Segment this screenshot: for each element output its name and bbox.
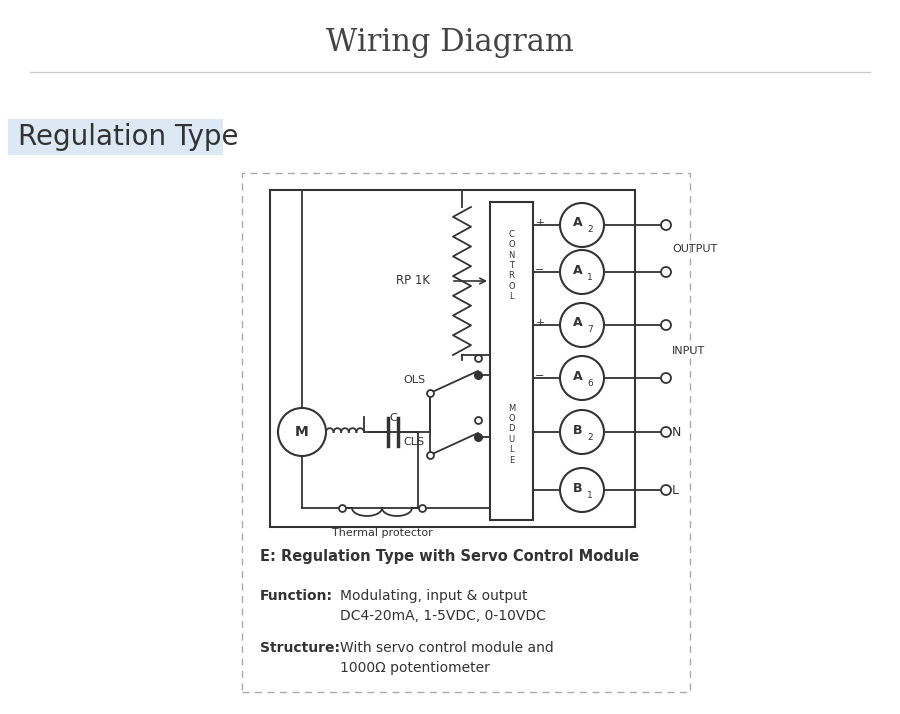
Text: CLS: CLS <box>404 437 425 447</box>
Text: INPUT: INPUT <box>672 346 706 356</box>
Text: Function:: Function: <box>260 589 333 603</box>
Bar <box>490 202 533 520</box>
Text: RP 1K: RP 1K <box>396 274 430 288</box>
Circle shape <box>560 356 604 400</box>
Text: 1: 1 <box>587 273 593 281</box>
Text: A: A <box>573 216 583 229</box>
Circle shape <box>661 373 671 383</box>
Text: N: N <box>672 426 681 438</box>
Text: A: A <box>573 370 583 383</box>
Text: M: M <box>295 425 309 439</box>
Text: 1000Ω potentiometer: 1000Ω potentiometer <box>340 661 490 675</box>
Circle shape <box>278 408 326 456</box>
Circle shape <box>661 220 671 230</box>
Text: 2: 2 <box>587 433 593 441</box>
Circle shape <box>560 468 604 512</box>
Text: With servo control module and: With servo control module and <box>340 641 554 655</box>
Text: 1: 1 <box>587 491 593 500</box>
Circle shape <box>661 320 671 330</box>
Text: +: + <box>536 318 544 328</box>
Text: Thermal protector: Thermal protector <box>331 528 432 538</box>
Text: +: + <box>536 218 544 228</box>
Circle shape <box>661 427 671 437</box>
Circle shape <box>661 267 671 277</box>
Bar <box>242 173 690 692</box>
Text: 7: 7 <box>587 326 593 334</box>
Circle shape <box>560 250 604 294</box>
Text: L: L <box>672 483 679 496</box>
Text: C
O
N
T
R
O
L: C O N T R O L <box>508 230 515 301</box>
Text: DC4-20mA, 1-5VDC, 0-10VDC: DC4-20mA, 1-5VDC, 0-10VDC <box>340 609 546 623</box>
Text: A: A <box>573 316 583 329</box>
Text: A: A <box>573 263 583 276</box>
Text: B: B <box>573 481 583 495</box>
Text: Regulation Type: Regulation Type <box>18 123 239 151</box>
Circle shape <box>661 485 671 495</box>
Text: OUTPUT: OUTPUT <box>672 243 717 253</box>
Text: Modulating, input & output: Modulating, input & output <box>340 589 527 603</box>
Text: −: − <box>536 371 544 381</box>
Text: −: − <box>536 265 544 275</box>
Text: 6: 6 <box>587 378 593 388</box>
Text: B: B <box>573 423 583 436</box>
Circle shape <box>560 410 604 454</box>
Text: OLS: OLS <box>403 375 425 385</box>
Text: C: C <box>389 413 397 423</box>
Circle shape <box>560 303 604 347</box>
Text: E: Regulation Type with Servo Control Module: E: Regulation Type with Servo Control Mo… <box>260 548 639 563</box>
Circle shape <box>560 203 604 247</box>
Text: Wiring Diagram: Wiring Diagram <box>326 26 574 58</box>
Text: Structure:: Structure: <box>260 641 340 655</box>
Text: 2: 2 <box>587 226 593 234</box>
Bar <box>8 119 223 155</box>
Text: M
O
D
U
L
E: M O D U L E <box>508 403 515 465</box>
Bar <box>270 190 635 527</box>
